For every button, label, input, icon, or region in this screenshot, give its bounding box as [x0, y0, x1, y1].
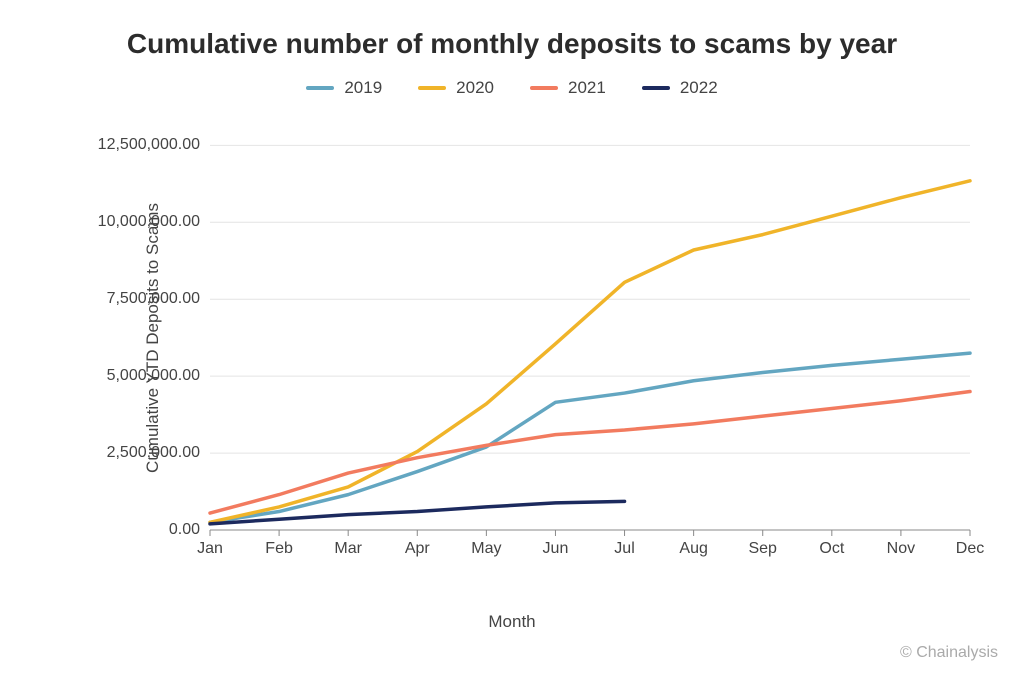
legend-swatch — [306, 86, 334, 90]
chart-title: Cumulative number of monthly deposits to… — [0, 28, 1024, 60]
legend-item-2019: 2019 — [306, 78, 382, 98]
x-axis-title: Month — [0, 612, 1024, 632]
x-tick-label: May — [471, 530, 501, 558]
legend: 2019 2020 2021 2022 — [0, 78, 1024, 98]
legend-swatch — [530, 86, 558, 90]
legend-label: 2019 — [344, 78, 382, 98]
y-tick-label: 5,000,000.00 — [107, 367, 210, 385]
legend-item-2022: 2022 — [642, 78, 718, 98]
x-tick-label: Aug — [679, 530, 707, 558]
x-tick-label: Dec — [956, 530, 984, 558]
x-tick-label: Apr — [405, 530, 430, 558]
legend-label: 2022 — [680, 78, 718, 98]
plot-svg — [210, 130, 970, 530]
x-tick-label: Nov — [887, 530, 915, 558]
x-tick-label: Sep — [748, 530, 776, 558]
y-axis-title: Cumulative YTD Deposits to Scams — [143, 203, 163, 473]
legend-item-2021: 2021 — [530, 78, 606, 98]
y-tick-label: 2,500,000.00 — [107, 444, 210, 462]
y-tick-label: 7,500,000.00 — [107, 290, 210, 308]
y-tick-label: 12,500,000.00 — [98, 136, 210, 154]
legend-swatch — [418, 86, 446, 90]
x-tick-label: Oct — [819, 530, 844, 558]
x-tick-label: Mar — [334, 530, 362, 558]
series-line-2019 — [210, 353, 970, 522]
legend-label: 2020 — [456, 78, 494, 98]
attribution: © Chainalysis — [900, 644, 998, 662]
x-tick-label: Jul — [614, 530, 634, 558]
x-tick-label: Jun — [543, 530, 569, 558]
plot-area: 0.002,500,000.005,000,000.007,500,000.00… — [210, 130, 970, 530]
legend-swatch — [642, 86, 670, 90]
y-tick-label: 10,000,000.00 — [98, 213, 210, 231]
x-tick-label: Jan — [197, 530, 223, 558]
x-tick-label: Feb — [265, 530, 293, 558]
series-line-2020 — [210, 181, 970, 523]
chart-container: Cumulative number of monthly deposits to… — [0, 0, 1024, 676]
legend-label: 2021 — [568, 78, 606, 98]
legend-item-2020: 2020 — [418, 78, 494, 98]
